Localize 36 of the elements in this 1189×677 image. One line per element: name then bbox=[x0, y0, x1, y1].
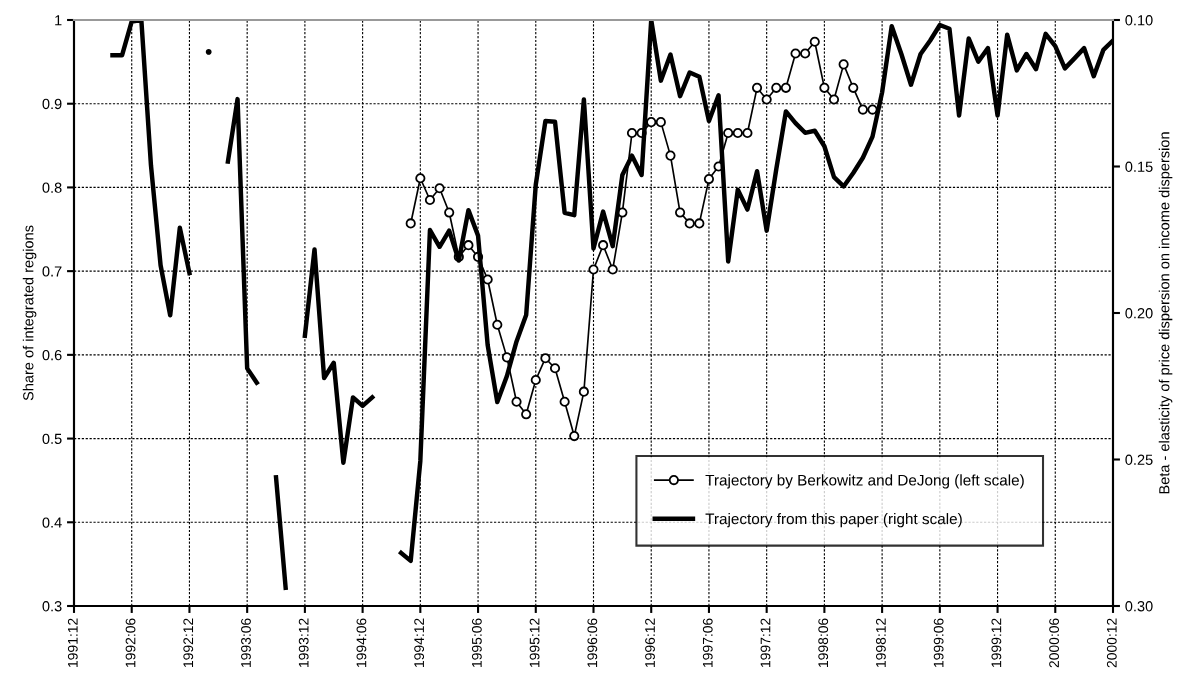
y2-tick-label: 0.30 bbox=[1125, 601, 1153, 612]
y-tick-label: 0.7 bbox=[42, 266, 62, 277]
x-tick-label: 2000:12 bbox=[1106, 618, 1117, 668]
y-tick-label: 1 bbox=[55, 15, 62, 26]
y-tick-label: 0.4 bbox=[42, 517, 62, 528]
y-tick-label: 0.6 bbox=[42, 349, 62, 361]
x-tick-label: 1993:06 bbox=[241, 618, 251, 667]
y2-tick-label: 0.15 bbox=[1125, 161, 1153, 172]
x-tick-label: 1999:12 bbox=[991, 618, 1002, 667]
x-tick-label: 1994:06 bbox=[356, 618, 367, 667]
x-tick-label: 1995:06 bbox=[471, 618, 482, 667]
y-tick-label: 0.9 bbox=[42, 98, 62, 110]
x-tick-label: 1993:12 bbox=[298, 618, 309, 667]
y2-tick-label: 0.10 bbox=[1125, 15, 1153, 26]
y-axis-title: Share of integrated regions bbox=[22, 225, 37, 401]
x-tick-label: 1997:06 bbox=[702, 618, 713, 667]
y2-tick-label: 0.25 bbox=[1125, 454, 1153, 465]
x-tick-label: 2000:06 bbox=[1049, 618, 1060, 668]
y2-tick-label: 0.20 bbox=[1125, 308, 1153, 319]
y2-axis-title: Beta - elasticity of price dispersion on income dispersion bbox=[1158, 132, 1173, 494]
x-tick-label: 1995:12 bbox=[529, 618, 540, 667]
y-tick-label: 0.8 bbox=[42, 182, 62, 193]
x-tick-label: 1998:12 bbox=[876, 618, 886, 667]
y-tick-label: 0.3 bbox=[42, 601, 62, 612]
x-tick-label: 1992:06 bbox=[125, 618, 136, 667]
legend-label: Trajectory from this paper (right scale) bbox=[705, 513, 962, 528]
x-tick-label: 1991:12 bbox=[67, 618, 78, 667]
x-tick-label: 1996:12 bbox=[645, 618, 655, 667]
legend-label: Trajectory by Berkowitz and DeJong (left scale) bbox=[705, 474, 1024, 489]
x-tick-label: 1994:12 bbox=[414, 618, 425, 667]
y-tick-label: 0.5 bbox=[42, 433, 62, 444]
x-tick-label: 1998:06 bbox=[818, 618, 829, 667]
x-tick-label: 1997:12 bbox=[760, 618, 771, 667]
x-tick-label: 1992:12 bbox=[183, 618, 194, 667]
x-tick-label: 1996:06 bbox=[587, 618, 598, 667]
x-tick-label: 1999:06 bbox=[933, 618, 944, 667]
